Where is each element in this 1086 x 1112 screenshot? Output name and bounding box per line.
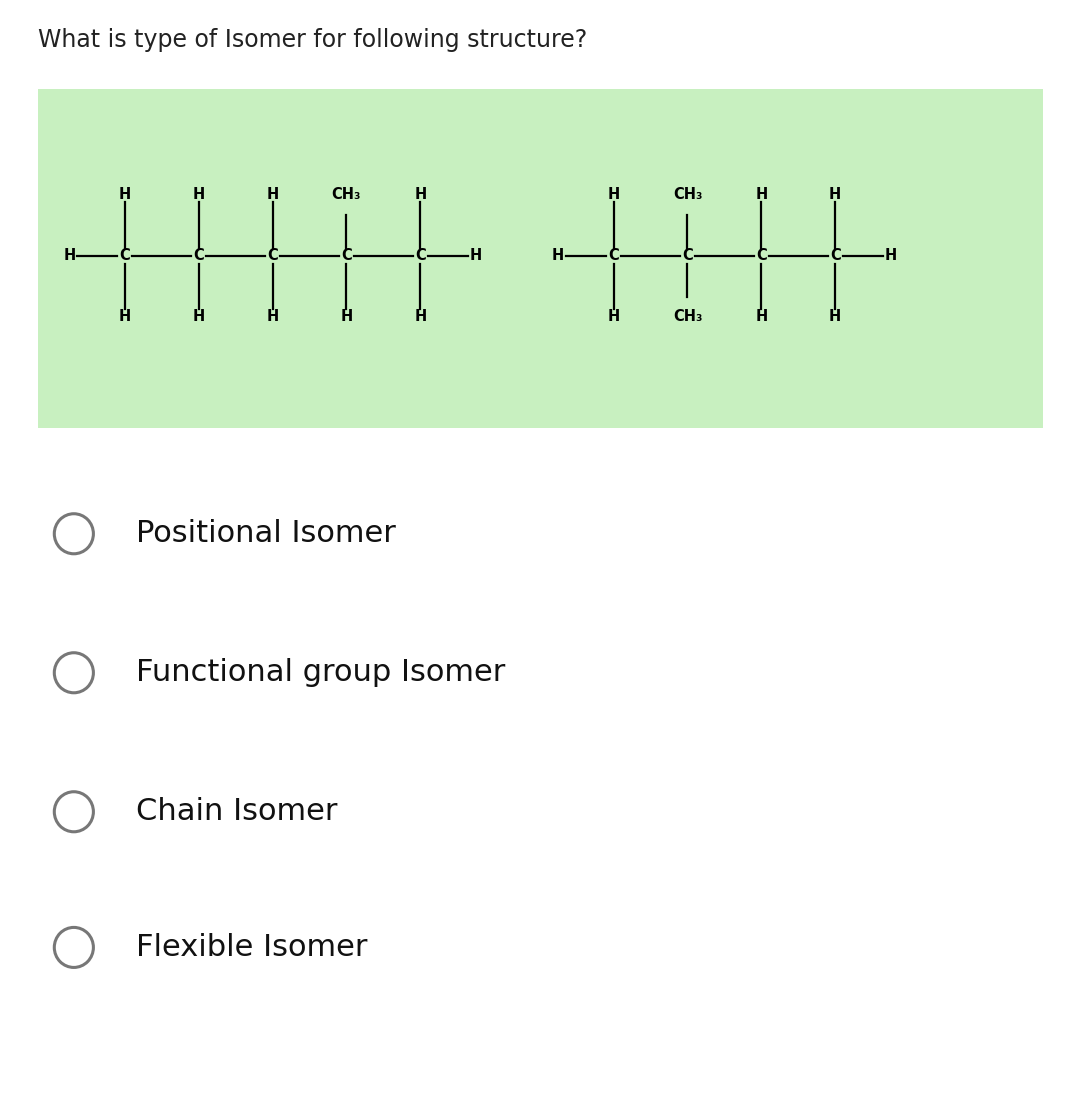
Text: H: H xyxy=(755,309,768,325)
Text: CH₃: CH₃ xyxy=(331,187,362,202)
Text: H: H xyxy=(340,309,353,325)
Text: C: C xyxy=(756,248,767,264)
Text: H: H xyxy=(552,248,565,264)
Text: Chain Isomer: Chain Isomer xyxy=(136,797,338,826)
Text: H: H xyxy=(414,187,427,202)
Text: H: H xyxy=(607,309,620,325)
Text: H: H xyxy=(266,309,279,325)
Text: H: H xyxy=(118,187,131,202)
Text: H: H xyxy=(607,187,620,202)
Text: C: C xyxy=(119,248,130,264)
Text: H: H xyxy=(469,248,482,264)
Text: Positional Isomer: Positional Isomer xyxy=(136,519,395,548)
Text: What is type of Isomer for following structure?: What is type of Isomer for following str… xyxy=(38,28,588,52)
Text: H: H xyxy=(192,309,205,325)
Text: CH₃: CH₃ xyxy=(672,187,703,202)
Text: C: C xyxy=(341,248,352,264)
Text: H: H xyxy=(755,187,768,202)
Text: H: H xyxy=(266,187,279,202)
Text: C: C xyxy=(682,248,693,264)
Text: H: H xyxy=(63,248,76,264)
Text: H: H xyxy=(829,309,842,325)
Text: C: C xyxy=(193,248,204,264)
Text: H: H xyxy=(414,309,427,325)
Text: Functional group Isomer: Functional group Isomer xyxy=(136,658,505,687)
Text: C: C xyxy=(415,248,426,264)
FancyBboxPatch shape xyxy=(38,89,1043,428)
Text: H: H xyxy=(118,309,131,325)
Text: CH₃: CH₃ xyxy=(672,309,703,325)
Text: C: C xyxy=(608,248,619,264)
Text: H: H xyxy=(884,248,897,264)
Text: H: H xyxy=(829,187,842,202)
Text: C: C xyxy=(267,248,278,264)
Text: C: C xyxy=(830,248,841,264)
Text: Flexible Isomer: Flexible Isomer xyxy=(136,933,367,962)
Text: H: H xyxy=(192,187,205,202)
